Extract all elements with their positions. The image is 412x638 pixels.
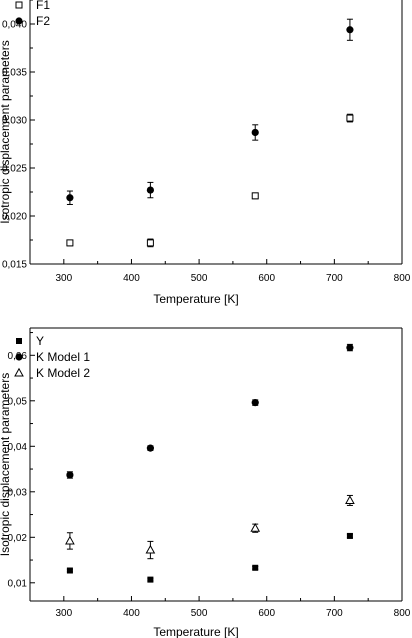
data-point bbox=[252, 564, 259, 571]
data-point bbox=[146, 239, 154, 247]
data-point bbox=[146, 444, 154, 452]
legend-marker bbox=[14, 367, 24, 377]
y-tick-label: 0,03 bbox=[8, 487, 28, 498]
x-tick-label: 400 bbox=[123, 608, 140, 619]
legend-label: K Model 2 bbox=[36, 366, 90, 380]
legend-marker bbox=[15, 17, 23, 25]
x-tick-label: 400 bbox=[123, 273, 140, 284]
data-point bbox=[251, 128, 259, 137]
legend-marker bbox=[15, 353, 23, 361]
x-tick-label: 700 bbox=[326, 273, 343, 284]
y-tick-label: 0,05 bbox=[8, 396, 28, 407]
data-point bbox=[65, 535, 75, 545]
data-point bbox=[66, 567, 73, 574]
data-point bbox=[250, 522, 261, 532]
legend-label: Y bbox=[36, 334, 44, 348]
x-tick-label: 700 bbox=[326, 608, 343, 619]
data-point bbox=[66, 239, 74, 247]
x-tick-label: 600 bbox=[258, 273, 275, 284]
data-point bbox=[346, 532, 353, 539]
y-tick-label: 0,02 bbox=[8, 533, 28, 544]
data-point bbox=[251, 399, 259, 407]
x-tick-label: 500 bbox=[191, 608, 208, 619]
x-tick-label: 300 bbox=[55, 608, 72, 619]
chart-top: 300 400 500 600 700 800 0,015 0,020 0,025 0,030 0,… bbox=[0, 0, 411, 306]
data-point bbox=[346, 343, 354, 352]
y-tick-label: 0,040 bbox=[2, 20, 27, 31]
x-tick-label: 300 bbox=[55, 273, 72, 284]
x-tick-label: 800 bbox=[394, 608, 411, 619]
legend-label: F2 bbox=[36, 14, 50, 28]
x-tick-label: 600 bbox=[258, 608, 275, 619]
x-tick-label: 500 bbox=[191, 273, 208, 284]
y-tick-label: 0,01 bbox=[8, 578, 28, 589]
data-point bbox=[66, 471, 74, 479]
data-point bbox=[147, 576, 154, 583]
data-point bbox=[146, 186, 154, 194]
legend-label: K Model 1 bbox=[36, 350, 90, 364]
data-point bbox=[345, 495, 355, 504]
legend-marker bbox=[15, 1, 23, 9]
chart-bottom: 3004005006007008000,010,020,030,040,050,… bbox=[0, 327, 411, 638]
y-tick-label: 0,025 bbox=[2, 164, 27, 175]
y-tick-label: 0,030 bbox=[2, 116, 27, 127]
x-axis-title: Temperature [K] bbox=[153, 625, 238, 638]
data-point bbox=[346, 26, 354, 34]
x-axis-title: Temperature [K] bbox=[153, 292, 238, 306]
y-axis-title: Isotropic displacement parameters bbox=[0, 40, 12, 223]
y-tick-label: 0,020 bbox=[2, 212, 27, 223]
x-tick-label: 800 bbox=[394, 273, 411, 284]
y-axis-title: Isotropic displacement parameters bbox=[0, 373, 12, 556]
data-point bbox=[145, 544, 156, 554]
y-tick-label: 0,015 bbox=[2, 260, 27, 271]
legend-marker bbox=[16, 338, 22, 344]
legend-label: F1 bbox=[36, 0, 50, 12]
data-point bbox=[346, 114, 354, 122]
data-point bbox=[251, 192, 259, 200]
y-tick-label: 0,04 bbox=[8, 442, 28, 453]
data-point bbox=[66, 194, 74, 202]
y-tick-label: 0,035 bbox=[2, 68, 27, 79]
